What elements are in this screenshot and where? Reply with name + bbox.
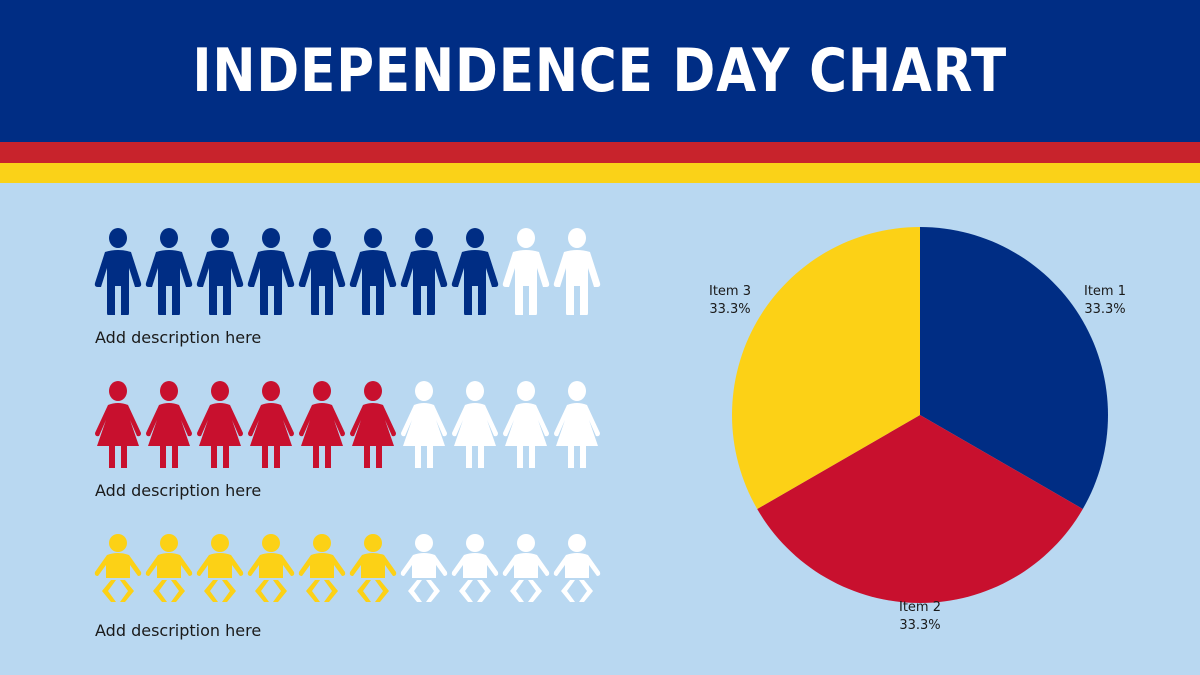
page-title: INDEPENDENCE DAY CHART bbox=[192, 36, 1008, 106]
woman-icon-filled bbox=[299, 381, 345, 468]
pie-label-value-1: 33.3% bbox=[1084, 302, 1125, 317]
baby-icon-filled bbox=[247, 534, 295, 602]
man-icon-filled bbox=[247, 228, 295, 315]
description-babies: Add description here bbox=[95, 621, 262, 640]
yellow-stripe bbox=[0, 163, 1200, 183]
description-men: Add description here bbox=[95, 328, 262, 347]
pie-chart-svg: Item 1 33.3% Item 2 33.3% Item 3 33.3% bbox=[709, 227, 1126, 633]
man-icon-filled bbox=[94, 228, 142, 315]
pictogram-row-men bbox=[93, 225, 613, 315]
men-icons bbox=[94, 228, 601, 315]
baby-icon-filled bbox=[145, 534, 193, 602]
man-icon-filled bbox=[145, 228, 193, 315]
woman-icon-filled bbox=[248, 381, 294, 468]
pictogram-row-babies bbox=[93, 532, 613, 622]
man-icon-filled bbox=[400, 228, 448, 315]
baby-icon-empty bbox=[502, 534, 550, 602]
pie-label-value-3: 33.3% bbox=[709, 302, 750, 317]
man-icon-filled bbox=[196, 228, 244, 315]
pie-chart: Item 1 33.3% Item 2 33.3% Item 3 33.3% bbox=[680, 205, 1180, 655]
woman-icon-filled bbox=[95, 381, 141, 468]
woman-icon-empty bbox=[503, 381, 549, 468]
pie-label-name-3: Item 3 bbox=[709, 284, 751, 299]
pie-label-value-2: 33.3% bbox=[899, 618, 940, 633]
man-icon-empty bbox=[553, 228, 601, 315]
header-banner: INDEPENDENCE DAY CHART bbox=[0, 0, 1200, 142]
woman-icon-filled bbox=[146, 381, 192, 468]
pie-slice-1 bbox=[920, 227, 1108, 509]
pie-slice-3 bbox=[732, 227, 920, 509]
pictogram-row-women bbox=[93, 378, 613, 468]
baby-icon-filled bbox=[349, 534, 397, 602]
woman-icon-empty bbox=[554, 381, 600, 468]
man-icon-filled bbox=[298, 228, 346, 315]
baby-icon-filled bbox=[298, 534, 346, 602]
baby-icon-filled bbox=[94, 534, 142, 602]
woman-icon-empty bbox=[452, 381, 498, 468]
women-icons bbox=[95, 381, 600, 468]
baby-icon-filled bbox=[196, 534, 244, 602]
woman-icon-filled bbox=[350, 381, 396, 468]
description-women: Add description here bbox=[95, 481, 262, 500]
man-icon-empty bbox=[502, 228, 550, 315]
baby-icons bbox=[94, 534, 601, 602]
baby-icon-empty bbox=[451, 534, 499, 602]
red-stripe bbox=[0, 142, 1200, 163]
baby-icon-empty bbox=[400, 534, 448, 602]
pie-label-name-2: Item 2 bbox=[899, 600, 941, 615]
woman-icon-filled bbox=[197, 381, 243, 468]
pie-label-name-1: Item 1 bbox=[1084, 284, 1126, 299]
baby-icon-empty bbox=[553, 534, 601, 602]
man-icon-filled bbox=[349, 228, 397, 315]
man-icon-filled bbox=[451, 228, 499, 315]
woman-icon-empty bbox=[401, 381, 447, 468]
pie-slice-2 bbox=[757, 415, 1083, 603]
